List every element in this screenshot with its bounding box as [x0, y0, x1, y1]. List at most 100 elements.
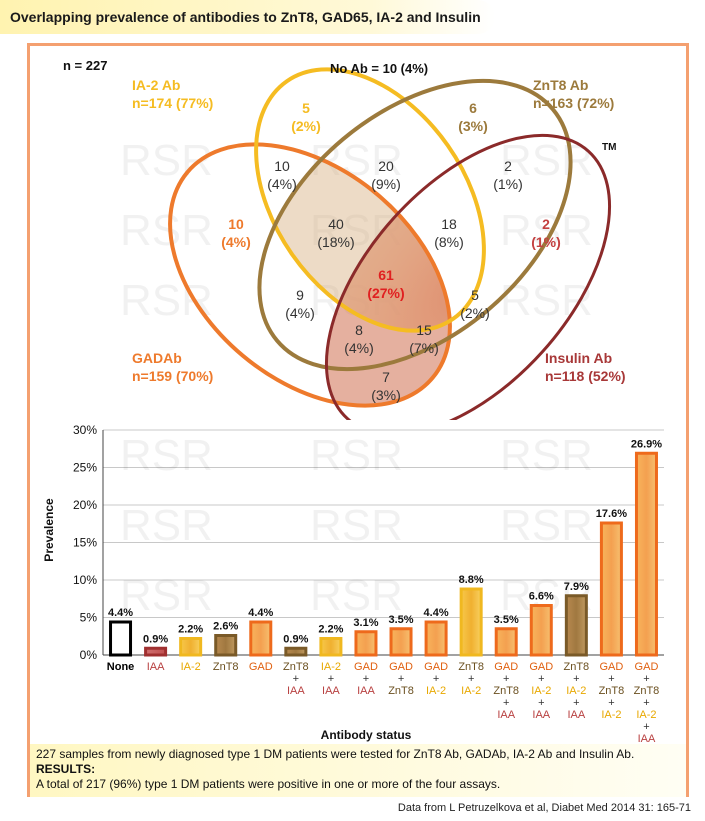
watermark-text: RSR — [120, 431, 213, 480]
bar-series: 4.4% None 0.9% IAA 2.2% IA-2 2.6% ZnT8 4.4% GAD 0.… — [107, 438, 662, 745]
region-percent: (8%) — [434, 234, 464, 250]
bar — [284, 646, 308, 657]
x-tick-label: + — [468, 673, 474, 685]
bar-data-label: 3.5% — [388, 614, 413, 626]
watermark-text: RSR — [500, 501, 593, 550]
x-tick-label: GAD — [389, 661, 413, 673]
set-count: n=174 (77%) — [132, 95, 213, 111]
x-tick-label: ZnT8 — [388, 685, 414, 697]
region-percent: (3%) — [458, 118, 488, 134]
region-percent: (27%) — [367, 285, 404, 301]
x-tick-label: IAA — [497, 709, 515, 721]
bar — [214, 634, 238, 657]
bar-data-label: 2.6% — [213, 621, 238, 633]
region-count: 10 — [274, 158, 290, 174]
bar — [109, 620, 133, 657]
x-tick-label: IA-2 — [531, 685, 551, 697]
bar-data-label: 4.4% — [248, 607, 273, 619]
region-percent: (4%) — [344, 340, 374, 356]
y-tick-label: 10% — [73, 573, 97, 587]
region-count: 10 — [228, 216, 244, 232]
region-percent: (9%) — [371, 176, 401, 192]
region-percent: (2%) — [460, 305, 490, 321]
bar — [599, 521, 623, 657]
region-percent: (3%) — [371, 387, 401, 403]
notes-box: 227 samples from newly diagnosed type 1 … — [30, 744, 686, 797]
x-tick-label: + — [538, 673, 544, 685]
watermark-text: RSR — [120, 501, 213, 550]
y-tick-label: 15% — [73, 536, 97, 550]
x-tick-label: + — [643, 673, 649, 685]
x-tick-label: IA-2 — [321, 661, 341, 673]
x-tick-label: + — [538, 697, 544, 709]
chart-watermark-layer: RSR RSR RSR RSR RSR RSR RSR RSR RSR — [120, 431, 593, 620]
watermark-text: RSR — [500, 431, 593, 480]
bar — [179, 637, 203, 657]
set-name: ZnT8 Ab — [533, 77, 588, 93]
x-tick-label: IAA — [147, 661, 165, 673]
bar — [564, 594, 588, 657]
bar — [459, 587, 483, 657]
y-tick-label: 0% — [80, 648, 98, 662]
x-tick-label: + — [503, 697, 509, 709]
bar-data-label: 6.6% — [529, 591, 554, 603]
bar-chart: RSR RSR RSR RSR RSR RSR RSR RSR RSR 0% 5%… — [42, 423, 664, 745]
no-ab-label: No Ab = 10 (4%) — [330, 61, 428, 76]
x-tick-label: GAD — [635, 661, 659, 673]
x-tick-label: IA-2 — [601, 709, 621, 721]
y-tick-label: 5% — [80, 611, 98, 625]
set-name: GADAb — [132, 350, 182, 366]
region-count: 2 — [504, 158, 512, 174]
x-tick-label: GAD — [354, 661, 378, 673]
x-tick-label: IAA — [638, 733, 656, 745]
x-tick-label: ZnT8 — [213, 661, 239, 673]
set-count: n=118 (52%) — [545, 368, 626, 384]
region-percent: (4%) — [285, 305, 315, 321]
citation: Data from L Petruzelkova et al, Diabet M… — [397, 802, 691, 814]
x-tick-label: ZnT8 — [599, 685, 625, 697]
bar — [634, 451, 658, 657]
x-tick-label: GAD — [249, 661, 273, 673]
x-tick-label: IA-2 — [566, 685, 586, 697]
region-percent: (1%) — [531, 234, 561, 250]
bar-data-label: 2.2% — [178, 624, 203, 636]
x-tick-label: IAA — [357, 685, 375, 697]
x-tick-label: IAA — [287, 685, 305, 697]
notes-line-2: A total of 217 (96%) type 1 DM patients … — [36, 777, 501, 791]
x-tick-label: ZnT8 — [493, 685, 519, 697]
set-name: Insulin Ab — [545, 350, 612, 366]
bar-data-label: 4.4% — [108, 607, 133, 619]
bar-data-label: 26.9% — [631, 438, 662, 450]
set-name: IA-2 Ab — [132, 77, 180, 93]
region-count: 5 — [471, 287, 479, 303]
x-tick-label: ZnT8 — [283, 661, 309, 673]
y-axis-label: Prevalence — [42, 498, 56, 562]
region-count: 5 — [302, 100, 310, 116]
title-bar: Overlapping prevalence of antibodies to … — [0, 0, 495, 34]
x-tick-label: + — [573, 673, 579, 685]
x-tick-label: IAA — [567, 709, 585, 721]
x-tick-label: ZnT8 — [634, 685, 660, 697]
set-count: n=159 (70%) — [132, 368, 213, 384]
x-tick-label: IA-2 — [461, 685, 481, 697]
region-count: 40 — [328, 216, 344, 232]
x-tick-label: + — [293, 673, 299, 685]
results-label: RESULTS: — [36, 762, 96, 776]
x-tick-label: None — [107, 661, 135, 673]
bar-data-label: 0.9% — [143, 633, 168, 645]
n-label: n = 227 — [63, 58, 107, 73]
bar — [319, 637, 343, 657]
bar — [354, 630, 378, 657]
region-count: 15 — [416, 322, 432, 338]
bar-data-label: 2.2% — [318, 624, 343, 636]
region-percent: (4%) — [221, 234, 251, 250]
bar-data-label: 17.6% — [596, 508, 627, 520]
watermark-text: RSR — [120, 571, 213, 620]
x-tick-label: + — [503, 673, 509, 685]
venn-diagram: RSR RSR RSR RSR RSR RSR RSR RSR RSR n = … — [63, 58, 626, 420]
bar — [424, 620, 448, 657]
x-tick-label: + — [643, 721, 649, 733]
bar-data-label: 3.1% — [353, 617, 378, 629]
x-tick-label: GAD — [599, 661, 623, 673]
x-axis-label: Antibody status — [321, 728, 412, 742]
